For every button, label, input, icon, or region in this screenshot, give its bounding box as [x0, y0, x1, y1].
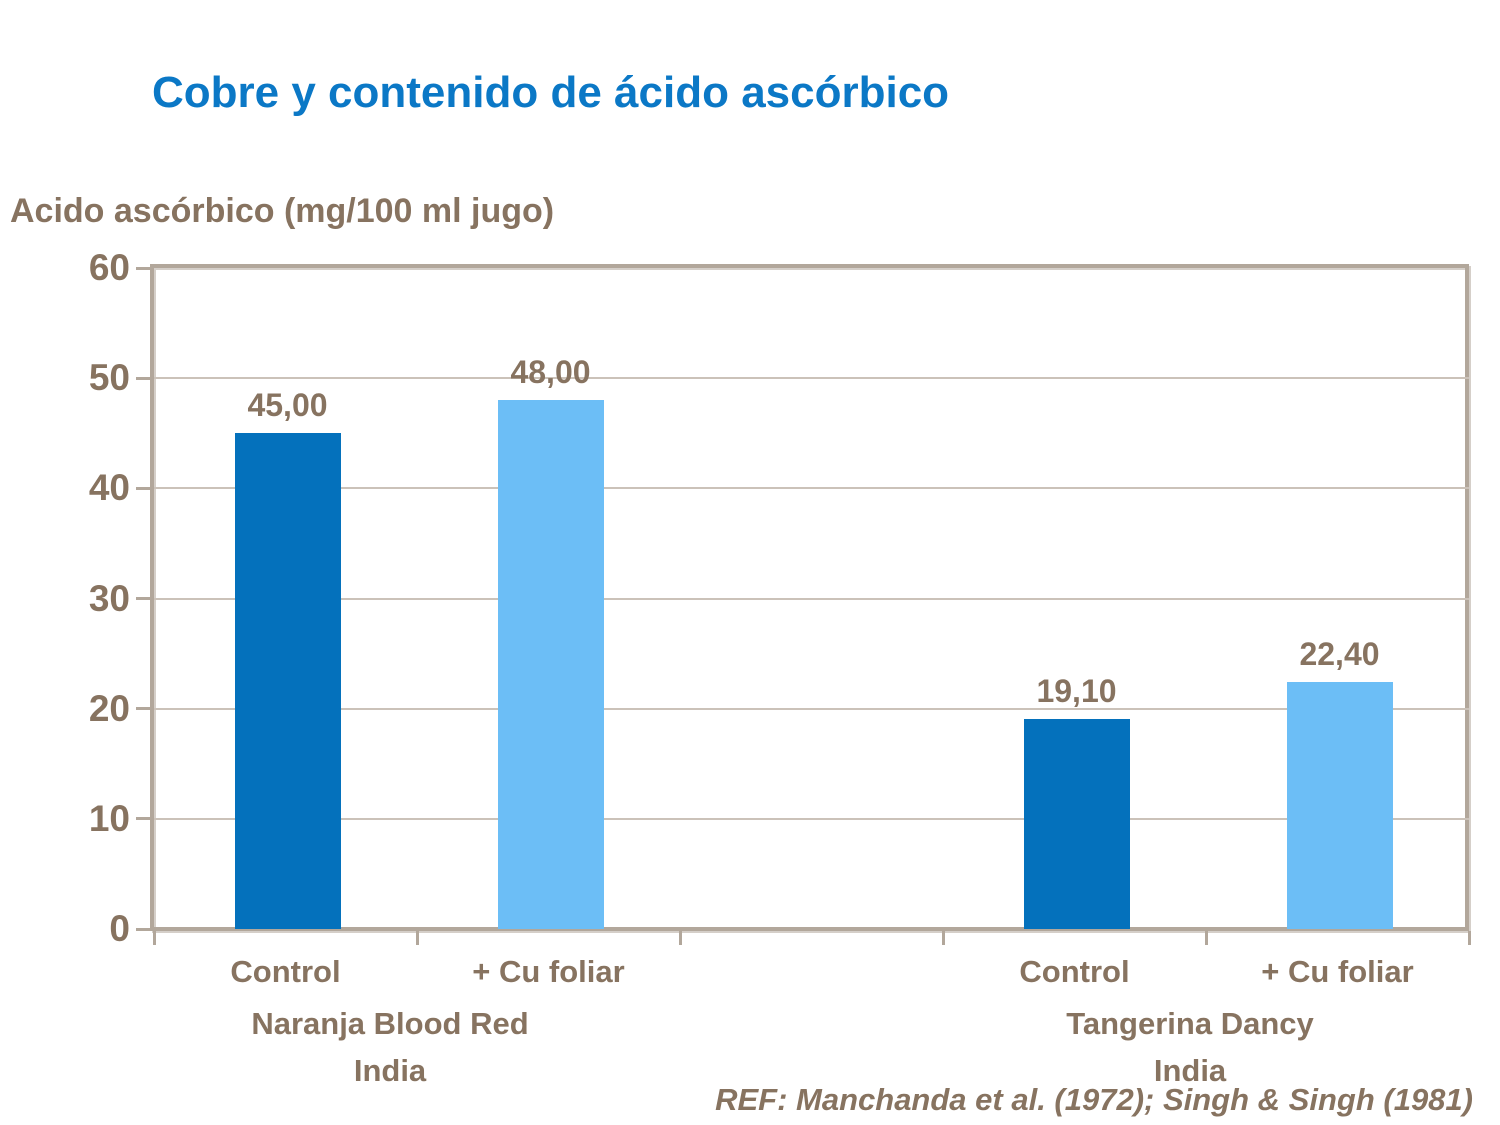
category-label: Control: [230, 954, 341, 989]
bar-value-label: 48,00: [510, 354, 591, 391]
y-axis-tick-label: 50: [88, 357, 130, 399]
reference-note: REF: Manchanda et al. (1972); Singh & Si…: [715, 1082, 1473, 1117]
value-axis-title: Acido ascórbico (mg/100 ml jugo): [10, 192, 555, 230]
group-label-line: India: [353, 1053, 427, 1088]
y-axis-tick: [136, 376, 153, 380]
group-label: Tangerina Dancy India: [880, 1000, 1500, 1094]
group-label-line: Naranja Blood Red: [251, 1006, 529, 1041]
bar: [234, 433, 341, 929]
y-axis-tick: [136, 707, 153, 711]
x-axis-tick: [678, 931, 682, 945]
category-label: + Cu foliar: [1261, 954, 1414, 989]
y-axis-tick: [136, 266, 153, 270]
gridline: [154, 817, 1469, 820]
bar-value-label: 45,00: [247, 387, 328, 424]
y-axis-tick-label: 0: [109, 908, 130, 949]
y-axis-tick: [136, 597, 153, 600]
chart-title: Cobre y contenido de ácido ascórbico: [152, 68, 950, 117]
gridline: [154, 707, 1469, 710]
bar: [1023, 718, 1130, 929]
group-label: Naranja Blood Red India: [80, 1000, 700, 1094]
y-axis-tick-label: 30: [88, 577, 130, 619]
bar: [1286, 682, 1393, 929]
y-axis-tick: [136, 927, 153, 931]
y-axis-tick: [136, 817, 153, 821]
bar-value-label: 22,40: [1299, 636, 1380, 673]
group-label-line: India: [1153, 1053, 1227, 1088]
category-label: + Cu foliar: [472, 954, 625, 989]
y-axis-tick: [136, 486, 153, 490]
x-axis-tick: [415, 931, 419, 945]
y-axis-tick-label: 20: [88, 687, 130, 729]
gridline: [154, 487, 1469, 490]
x-axis-tick: [152, 931, 156, 945]
bar: [497, 400, 604, 929]
gridline: [154, 597, 1469, 600]
x-axis-tick: [941, 931, 945, 945]
gridline: [154, 377, 1469, 380]
y-axis-tick-label: 40: [88, 467, 130, 509]
x-axis-tick: [1204, 931, 1208, 945]
bar-value-label: 19,10: [1036, 672, 1117, 709]
category-label: Control: [1019, 954, 1130, 989]
group-label-line: Tangerina Dancy: [1066, 1006, 1314, 1041]
y-axis-tick-label: 10: [88, 797, 130, 839]
x-axis-tick: [1467, 931, 1471, 945]
y-axis-tick-label: 60: [88, 247, 130, 288]
